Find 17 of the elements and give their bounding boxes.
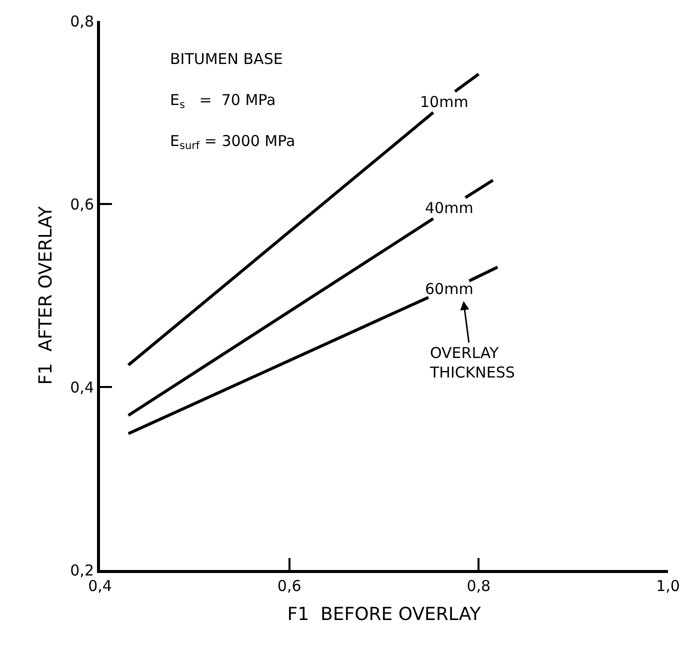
y-tick-label: 0,4 bbox=[70, 378, 94, 396]
y-axis-title: F1 AFTER OVERLAY bbox=[35, 205, 56, 385]
x-tick-label: 0,8 bbox=[466, 577, 491, 595]
text: E$_{s}$ = 70 MPa bbox=[170, 91, 276, 112]
annotation: E$_{surf}$ = 3000 MPa bbox=[170, 132, 296, 152]
annotation: BITUMEN BASE bbox=[170, 50, 283, 68]
x-axis-title: F1 BEFORE OVERLAY bbox=[287, 604, 482, 626]
x-tick-label: 0,6 bbox=[277, 577, 302, 595]
x-tick-label: 0,4 bbox=[88, 577, 112, 595]
series-label: 10mm bbox=[420, 93, 468, 111]
y-tick-label: 0,8 bbox=[70, 12, 94, 30]
series-label: 60mm bbox=[425, 280, 474, 298]
annotation: OVERLAY THICKNESS bbox=[429, 344, 515, 382]
y-tick-label: 0,2 bbox=[70, 561, 94, 580]
x-tick-label: 1,0 bbox=[656, 577, 680, 595]
y-tick-label: 0,6 bbox=[70, 195, 94, 214]
series-label: 40mm bbox=[425, 199, 474, 217]
